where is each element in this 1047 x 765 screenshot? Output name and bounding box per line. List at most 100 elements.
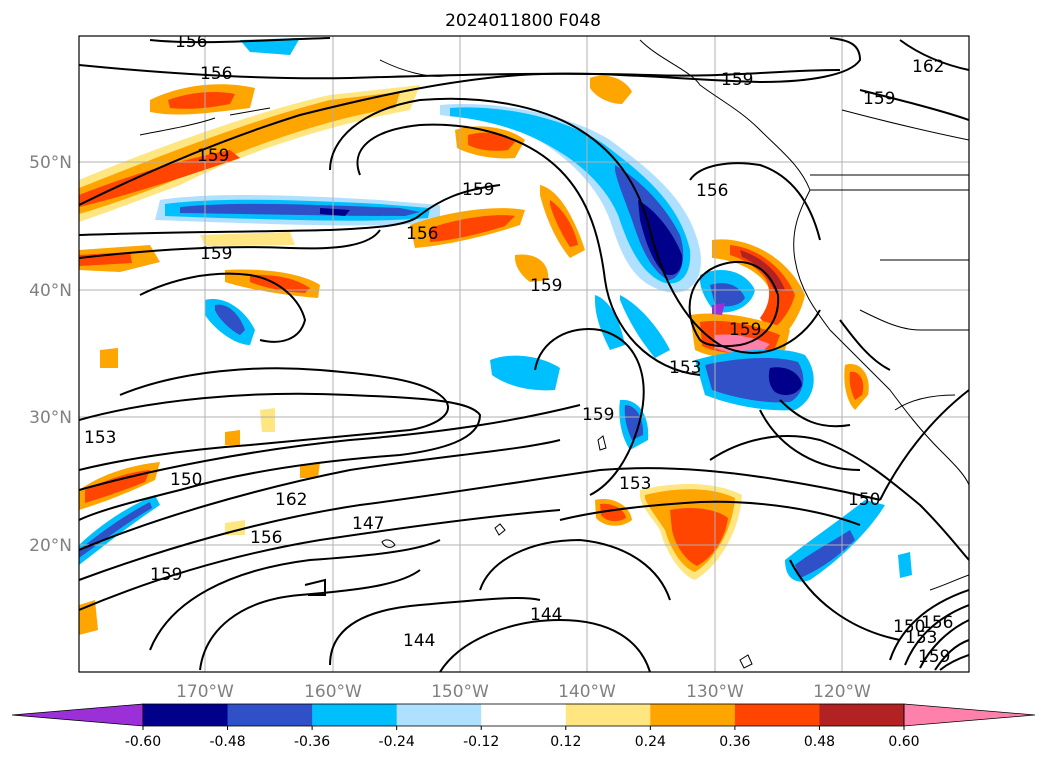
colorbar-extend-low: [11, 703, 144, 727]
coastlines: [139, 39, 969, 669]
lon-label: 120°W: [813, 682, 871, 702]
positive-anomaly: [79, 252, 132, 266]
positive-anomaly: [85, 470, 150, 503]
contour-label: 153: [905, 628, 937, 648]
contour-label: 159: [150, 565, 182, 585]
colorbar-swatch: [312, 704, 398, 726]
colorbar-swatch: [227, 704, 313, 726]
negative-anomaly: [180, 203, 420, 216]
negative-anomaly: [620, 295, 670, 358]
map-title: 2024011800 F048: [445, 11, 601, 31]
contour-label: 156: [250, 528, 282, 548]
lat-label: 40°N: [29, 281, 72, 301]
negative-anomaly: [240, 38, 300, 55]
positive-anomaly: [79, 150, 240, 207]
colorbar-tick-label: 0.36: [719, 734, 750, 750]
colorbar-swatch: [650, 704, 736, 726]
positive-anomaly: [200, 232, 295, 246]
positive-anomaly: [730, 245, 795, 330]
negative-anomaly: [490, 355, 560, 391]
negative-anomaly: [710, 283, 745, 307]
contour-label: 150: [848, 490, 880, 510]
negative-anomaly: [768, 367, 802, 396]
lon-label: 150°W: [431, 682, 489, 702]
contour-label: 156: [175, 32, 207, 52]
colorbar-swatch: [396, 704, 482, 726]
lon-label: 160°W: [304, 682, 362, 702]
positive-anomaly: [600, 503, 626, 522]
colorbar-tick-label: -0.12: [463, 734, 499, 750]
height-contours: [79, 37, 969, 672]
colorbar-swatch: [819, 704, 905, 726]
lon-label: 130°W: [686, 682, 744, 702]
contour-label: 159: [197, 146, 229, 166]
contour-label: 159: [721, 70, 753, 90]
colorbar-extend-high: [903, 703, 1036, 727]
contour-label: 153: [84, 428, 116, 448]
contour-label: 150: [893, 617, 925, 637]
contour-labels: 156 156 159 159 156 159 159 159 162 159 …: [84, 32, 953, 667]
positive-anomaly: [515, 254, 549, 282]
colorbar-swatch: [143, 704, 229, 726]
lat-labels: 50°N 40°N 30°N 20°N: [29, 153, 72, 556]
negative-anomaly: [215, 304, 245, 335]
positive-anomaly: [430, 215, 515, 242]
colorbar-tick-label: 0.24: [635, 734, 666, 750]
positive-anomaly: [260, 408, 275, 432]
colorbar-tick-label: 0.60: [888, 734, 919, 750]
colorbar-swatch: [481, 704, 567, 726]
negative-anomaly: [795, 530, 855, 578]
contour-label: 159: [918, 647, 950, 667]
contour-label: 144: [403, 631, 435, 651]
contour-label: 153: [619, 474, 651, 494]
lon-label: 140°W: [558, 682, 616, 702]
contour-label: 162: [912, 57, 944, 77]
contour-label: 162: [275, 490, 307, 510]
lat-label: 50°N: [29, 153, 72, 173]
colorbar: -0.60 -0.48 -0.36 -0.24 -0.12 0.12 0.24 0.36 0.4…: [11, 703, 1036, 750]
colorbar-swatch: [734, 704, 820, 726]
colorbar-tick-label: 0.12: [550, 734, 581, 750]
negative-anomaly: [450, 107, 691, 284]
contour-label: 159: [863, 89, 895, 109]
colorbar-tick-label: -0.24: [379, 734, 415, 750]
positive-anomaly: [670, 507, 728, 566]
lat-label: 20°N: [29, 536, 72, 556]
contour-label: 147: [352, 514, 384, 534]
contour-label: 159: [200, 244, 232, 264]
contour-label: 156: [406, 224, 438, 244]
contour-label: 159: [729, 320, 761, 340]
shaded-field: [79, 38, 912, 635]
contour-label: 144: [530, 605, 562, 625]
contour-label: 153: [669, 358, 701, 378]
positive-anomaly: [468, 132, 515, 151]
map-frame: [78, 35, 970, 673]
contour-label: 159: [530, 276, 562, 296]
negative-anomaly: [624, 405, 644, 440]
positive-anomaly: [225, 430, 240, 445]
colorbar-tick-label: -0.48: [209, 734, 245, 750]
contour-label: 150: [170, 470, 202, 490]
contour-label: 159: [582, 405, 614, 425]
contour-label: 156: [696, 181, 728, 201]
lon-label: 170°W: [176, 682, 234, 702]
positive-anomaly: [100, 348, 118, 368]
positive-anomaly: [300, 462, 320, 478]
colorbar-tick-label: 0.48: [804, 734, 835, 750]
colorbar-frame: [142, 703, 905, 727]
colorbar-tick-label: -0.60: [125, 734, 161, 750]
contour-label: 156: [921, 613, 953, 633]
contour-label: 156: [200, 64, 232, 84]
negative-anomaly: [898, 552, 912, 578]
negative-anomaly: [320, 208, 350, 216]
colorbar-swatch: [565, 704, 651, 726]
positive-anomaly: [712, 239, 805, 355]
colorbar-tick-label: -0.36: [294, 734, 330, 750]
negative-anomaly: [79, 502, 152, 558]
lon-labels: 170°W 160°W 150°W 140°W 130°W 120°W: [176, 682, 871, 702]
contour-label: 159: [462, 180, 494, 200]
positive-anomaly: [550, 200, 578, 247]
negative-anomaly: [638, 200, 683, 276]
positive-anomaly: [849, 371, 864, 400]
